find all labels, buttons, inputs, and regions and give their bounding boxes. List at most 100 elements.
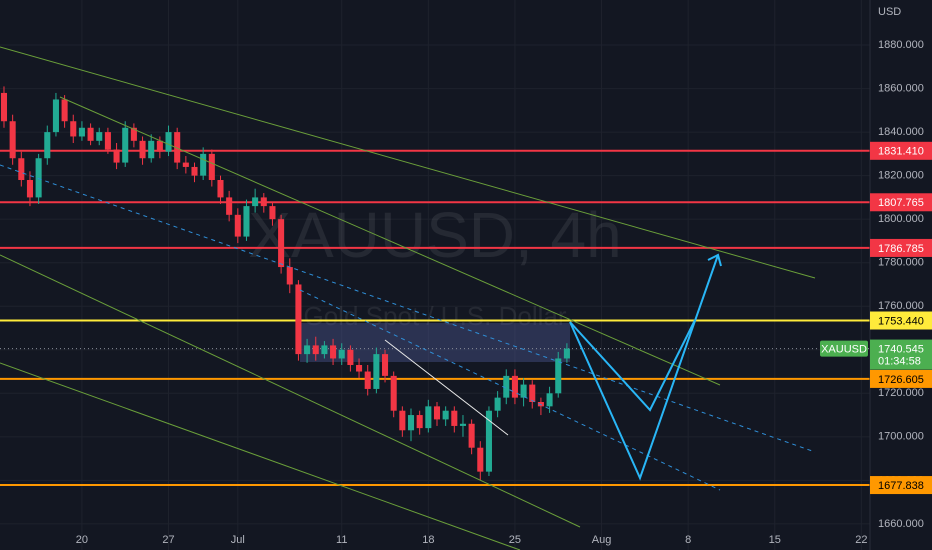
level-label-bg <box>870 193 932 212</box>
candle-body <box>174 132 181 163</box>
candle-body <box>130 127 137 141</box>
candle-body <box>44 132 51 159</box>
symbol-label-bg <box>820 340 868 357</box>
candle-body <box>52 99 59 133</box>
candle-body <box>165 132 172 152</box>
candle-body <box>70 121 77 137</box>
candle-body <box>252 197 259 207</box>
projection-path <box>569 319 696 412</box>
y-tick-label: 1700.000 <box>878 431 924 443</box>
candle-body <box>96 132 103 141</box>
candle-body <box>451 410 458 426</box>
candle-body <box>139 140 146 159</box>
level-label: 1786.785 <box>878 243 924 255</box>
candle-body <box>78 127 85 137</box>
level-label-bg <box>870 369 932 388</box>
candle-body <box>208 153 215 180</box>
trend-line <box>0 254 581 528</box>
watermark-title: XAUUSD, 4h <box>248 199 621 271</box>
candle-body <box>269 206 276 220</box>
countdown-label: 01:34:58 <box>878 355 921 367</box>
last-price-bg <box>870 339 932 370</box>
y-tick-label: 1780.000 <box>878 257 924 269</box>
candle-body <box>304 345 311 355</box>
x-tick-label: Jul <box>231 534 245 546</box>
x-tick-label: 15 <box>769 534 781 546</box>
x-tick-label: 25 <box>509 534 521 546</box>
trend-line <box>0 362 521 550</box>
candle-body <box>555 358 562 394</box>
candle-body <box>0 92 8 122</box>
candle-body <box>459 423 467 426</box>
candle-body <box>485 410 492 472</box>
candle-body <box>61 99 68 122</box>
candle-body <box>200 153 207 176</box>
symbol-label: XAUUSD <box>821 343 867 355</box>
candle-body <box>321 345 328 355</box>
candle-body <box>546 393 553 407</box>
candle-body <box>243 206 250 237</box>
candle-body <box>9 121 16 159</box>
candle-body <box>18 158 25 180</box>
x-tick-label: 18 <box>422 534 434 546</box>
level-label: 1726.605 <box>878 374 924 386</box>
level-label-bg <box>870 238 932 257</box>
candle-body <box>148 140 155 159</box>
watermark: XAUUSD, 4h Gold Spot / U.S. Dollar <box>248 199 621 331</box>
levels <box>0 149 870 487</box>
candle-body <box>529 384 536 402</box>
candle-body <box>563 348 570 359</box>
y-tick-label: 1720.000 <box>878 387 924 399</box>
candle-body <box>26 179 33 198</box>
candle-body <box>234 214 241 237</box>
candle-body <box>356 364 363 372</box>
candle-body <box>104 132 111 150</box>
y-tick-label: 1860.000 <box>878 82 924 94</box>
drawings <box>0 46 816 550</box>
candle-body <box>156 140 163 152</box>
level-label: 1831.410 <box>878 146 924 158</box>
candle-body <box>381 354 389 376</box>
x-tick-label: 22 <box>855 534 867 546</box>
last-price-label: 1740.545 <box>878 343 924 355</box>
axes: USD 1660.0001680.0001700.0001720.0001740… <box>76 0 932 550</box>
trend-line <box>59 96 721 386</box>
y-tick-label: 1840.000 <box>878 126 924 138</box>
candle-body <box>373 354 380 389</box>
candle-body <box>182 162 189 167</box>
range-box <box>300 323 570 362</box>
candle-body <box>364 371 371 389</box>
y-tick-label: 1800.000 <box>878 213 924 225</box>
candle-body <box>260 197 267 207</box>
candle-body <box>520 384 527 398</box>
candle-body <box>477 447 484 472</box>
y-tick-label: 1660.000 <box>878 518 924 530</box>
candle-body <box>122 127 129 163</box>
candle-body <box>416 415 423 429</box>
candle-body <box>87 127 94 141</box>
candle-body <box>35 158 42 198</box>
x-tick-label: 11 <box>336 534 347 546</box>
candle-body <box>442 410 449 420</box>
projection-path <box>569 254 719 481</box>
level-label-bg <box>870 141 932 160</box>
x-tick-label: Aug <box>592 534 612 546</box>
watermark-subtitle: Gold Spot / U.S. Dollar <box>304 301 567 331</box>
candle-body <box>433 406 441 420</box>
candle-body <box>390 375 397 411</box>
x-tick-label: 8 <box>685 534 691 546</box>
candle-body <box>191 166 198 176</box>
y-tick-label: 1820.000 <box>878 170 924 182</box>
candle-body <box>399 410 406 431</box>
level-label: 1807.765 <box>878 197 924 209</box>
trend-line <box>0 46 816 279</box>
candle-body <box>347 349 354 365</box>
candle-body <box>425 406 432 429</box>
level-label-bg <box>870 476 932 495</box>
candle-body <box>494 397 501 411</box>
projection-arrowhead <box>707 253 722 267</box>
candle-body <box>330 345 337 359</box>
candle-body <box>278 219 285 268</box>
